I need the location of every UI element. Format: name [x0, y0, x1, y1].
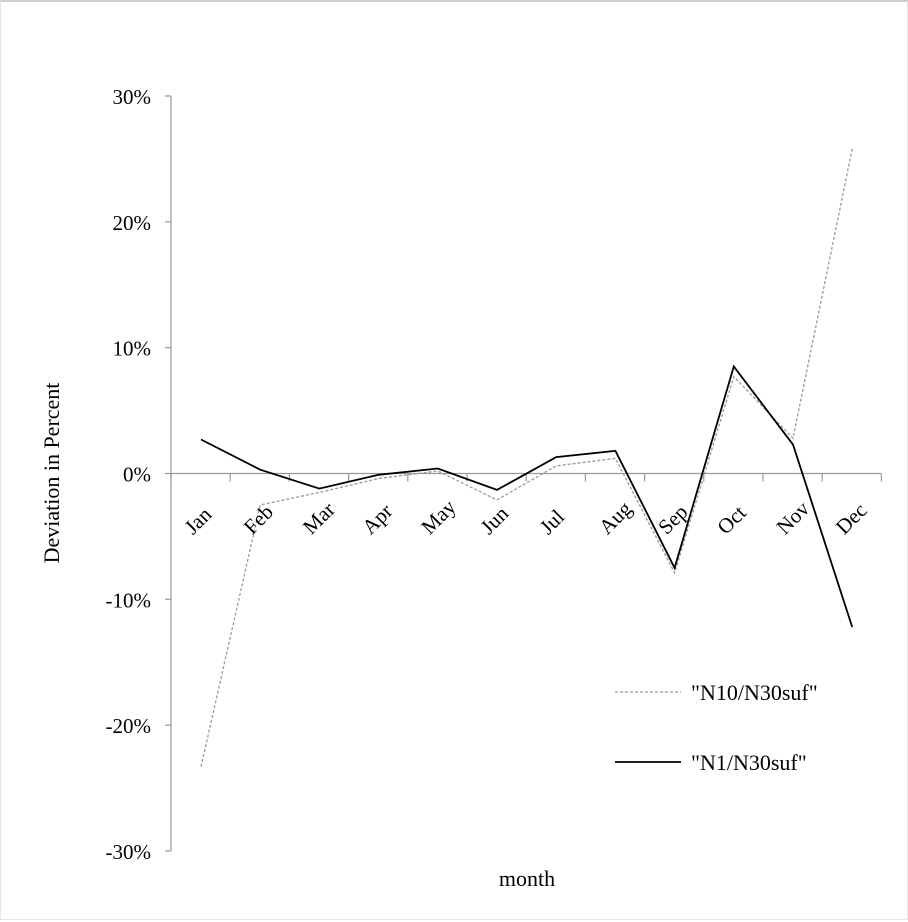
x-tick-label: Nov [772, 496, 815, 539]
series-lines [200, 148, 854, 767]
y-tick-label: -10% [106, 588, 152, 612]
x-tick-label: Sep [653, 500, 692, 539]
series-line-1 [200, 148, 853, 767]
x-tick-label: Aug [594, 496, 637, 539]
y-tick-label: 30% [113, 85, 152, 109]
legend-label-1: "N10/N30suf" [691, 680, 818, 705]
y-tick-label: -30% [106, 840, 152, 864]
y-tick-label: 20% [113, 211, 152, 235]
x-tick-label: Apr [357, 499, 397, 539]
y-axis-title: Deviation in Percent [39, 383, 64, 564]
x-tick-label: May [416, 494, 461, 539]
y-tick-label: -20% [106, 714, 152, 738]
y-tick-label: 0% [123, 463, 151, 487]
y-tick-label: 10% [113, 337, 152, 361]
x-tick-label: Feb [239, 500, 278, 539]
x-tick-label: Oct [712, 501, 751, 540]
x-axis-title: month [499, 866, 555, 891]
x-tick-label: Jul [535, 505, 569, 539]
x-tick-label: Mar [298, 497, 340, 539]
legend-label-2: "N1/N30suf" [691, 750, 807, 775]
x-tick-label: Jan [180, 502, 217, 539]
x-tick-label: Dec [831, 498, 872, 539]
series-line-2 [200, 364, 854, 628]
legend: "N10/N30suf" "N1/N30suf" [615, 680, 818, 775]
x-tick-label: Jun [476, 501, 514, 539]
